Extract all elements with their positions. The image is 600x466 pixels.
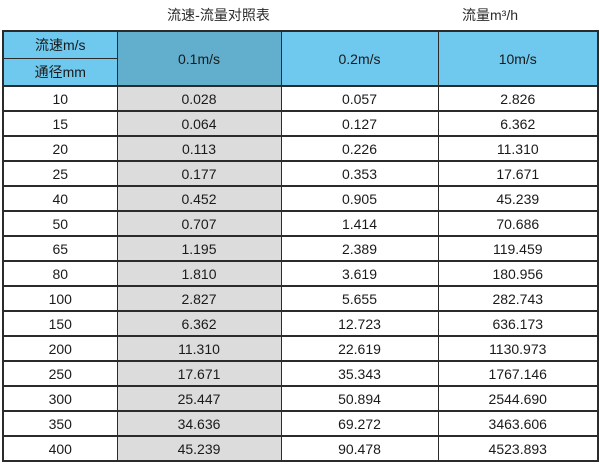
flow-unit-label: 流量m³/h bbox=[462, 7, 518, 23]
table-row: 350 34.636 69.272 3463.606 bbox=[2, 410, 599, 437]
flow-value-cell: 4523.893 bbox=[437, 435, 599, 462]
table-row: 250 17.671 35.343 1767.146 bbox=[2, 360, 599, 387]
flow-value-cell: 119.459 bbox=[437, 235, 599, 262]
table-row: 40 0.452 0.905 45.239 bbox=[2, 185, 599, 212]
flow-value-cell: 1.195 bbox=[116, 235, 282, 262]
diameter-cell: 65 bbox=[2, 235, 118, 262]
flow-value-cell: 6.362 bbox=[116, 310, 282, 337]
flow-value-cell: 0.707 bbox=[116, 210, 282, 237]
column-header-0-2ms: 0.2m/s bbox=[280, 30, 439, 87]
flow-value-cell: 17.671 bbox=[116, 360, 282, 387]
flow-value-cell: 1130.973 bbox=[437, 335, 599, 362]
flow-value-cell: 2.826 bbox=[437, 85, 599, 112]
flow-value-cell: 0.113 bbox=[116, 135, 282, 162]
table-row: 15 0.064 0.127 6.362 bbox=[2, 110, 599, 137]
flow-value-cell: 3463.606 bbox=[437, 410, 599, 437]
table-row: 150 6.362 12.723 636.173 bbox=[2, 310, 599, 337]
flow-value-cell: 12.723 bbox=[280, 310, 439, 337]
flow-value-cell: 11.310 bbox=[116, 335, 282, 362]
flow-value-cell: 636.173 bbox=[437, 310, 599, 337]
flow-value-cell: 34.636 bbox=[116, 410, 282, 437]
flow-rate-table: 流速m/s 0.1m/s 0.2m/s 10m/s 通径mm 10 0.028 0.… bbox=[2, 30, 599, 462]
table-row: 20 0.113 0.226 11.310 bbox=[2, 135, 599, 162]
flow-value-cell: 45.239 bbox=[116, 435, 282, 462]
table-row: 80 1.810 3.619 180.956 bbox=[2, 260, 599, 287]
diameter-cell: 50 bbox=[2, 210, 118, 237]
diameter-cell: 350 bbox=[2, 410, 118, 437]
table-row: 50 0.707 1.414 70.686 bbox=[2, 210, 599, 237]
table-body: 10 0.028 0.057 2.826 15 0.064 0.127 6.362 20 0.11… bbox=[2, 85, 599, 462]
diameter-cell: 20 bbox=[2, 135, 118, 162]
flow-value-cell: 17.671 bbox=[437, 160, 599, 187]
table-row: 200 11.310 22.619 1130.973 bbox=[2, 335, 599, 362]
flow-value-cell: 0.127 bbox=[280, 110, 439, 137]
flow-value-cell: 6.362 bbox=[437, 110, 599, 137]
diameter-cell: 250 bbox=[2, 360, 118, 387]
flow-value-cell: 69.272 bbox=[280, 410, 439, 437]
flow-value-cell: 5.655 bbox=[280, 285, 439, 312]
flow-value-cell: 11.310 bbox=[437, 135, 599, 162]
diameter-cell: 400 bbox=[2, 435, 118, 462]
column-header-10ms: 10m/s bbox=[437, 30, 599, 87]
diameter-cell: 80 bbox=[2, 260, 118, 287]
diameter-cell: 10 bbox=[2, 85, 118, 112]
flow-value-cell: 22.619 bbox=[280, 335, 439, 362]
diameter-cell: 150 bbox=[2, 310, 118, 337]
flow-value-cell: 1767.146 bbox=[437, 360, 599, 387]
diameter-cell: 200 bbox=[2, 335, 118, 362]
flow-value-cell: 180.956 bbox=[437, 260, 599, 287]
flow-value-cell: 50.894 bbox=[280, 385, 439, 412]
flow-value-cell: 0.353 bbox=[280, 160, 439, 187]
column-header-0-1ms: 0.1m/s bbox=[116, 30, 282, 87]
corner-diameter-label: 通径mm bbox=[2, 58, 118, 87]
flow-value-cell: 2.389 bbox=[280, 235, 439, 262]
corner-velocity-label: 流速m/s bbox=[2, 30, 118, 59]
flow-value-cell: 90.478 bbox=[280, 435, 439, 462]
flow-value-cell: 2.827 bbox=[116, 285, 282, 312]
flow-value-cell: 0.226 bbox=[280, 135, 439, 162]
diameter-cell: 15 bbox=[2, 110, 118, 137]
flow-value-cell: 45.239 bbox=[437, 185, 599, 212]
flow-value-cell: 35.343 bbox=[280, 360, 439, 387]
flow-value-cell: 0.028 bbox=[116, 85, 282, 112]
table-row: 65 1.195 2.389 119.459 bbox=[2, 235, 599, 262]
table-title: 流速-流量对照表 bbox=[167, 7, 270, 23]
flow-value-cell: 25.447 bbox=[116, 385, 282, 412]
table-row: 10 0.028 0.057 2.826 bbox=[2, 85, 599, 112]
flow-value-cell: 0.177 bbox=[116, 160, 282, 187]
flow-value-cell: 3.619 bbox=[280, 260, 439, 287]
flow-value-cell: 1.414 bbox=[280, 210, 439, 237]
diameter-cell: 25 bbox=[2, 160, 118, 187]
flow-value-cell: 2544.690 bbox=[437, 385, 599, 412]
table-row: 300 25.447 50.894 2544.690 bbox=[2, 385, 599, 412]
page-header: 流速-流量对照表 流量m³/h bbox=[0, 0, 600, 30]
diameter-cell: 100 bbox=[2, 285, 118, 312]
table-header: 流速m/s 0.1m/s 0.2m/s 10m/s 通径mm bbox=[2, 30, 599, 87]
flow-value-cell: 282.743 bbox=[437, 285, 599, 312]
table-row: 25 0.177 0.353 17.671 bbox=[2, 160, 599, 187]
table-row: 100 2.827 5.655 282.743 bbox=[2, 285, 599, 312]
flow-value-cell: 0.064 bbox=[116, 110, 282, 137]
flow-value-cell: 0.905 bbox=[280, 185, 439, 212]
diameter-cell: 40 bbox=[2, 185, 118, 212]
table-row: 400 45.239 90.478 4523.893 bbox=[2, 435, 599, 462]
diameter-cell: 300 bbox=[2, 385, 118, 412]
flow-value-cell: 0.057 bbox=[280, 85, 439, 112]
flow-value-cell: 0.452 bbox=[116, 185, 282, 212]
flow-value-cell: 70.686 bbox=[437, 210, 599, 237]
flow-value-cell: 1.810 bbox=[116, 260, 282, 287]
